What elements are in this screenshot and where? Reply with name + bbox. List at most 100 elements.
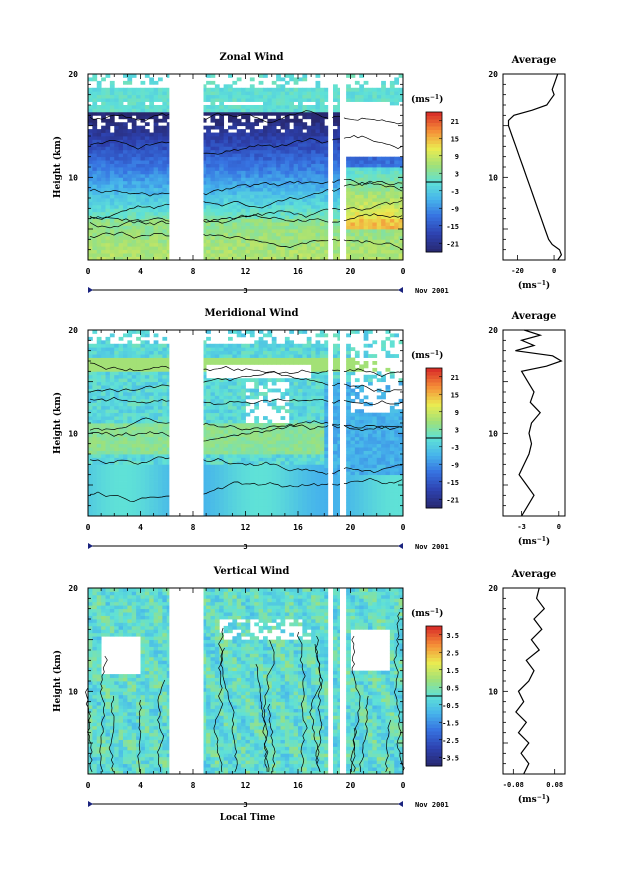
contour-line [262,639,275,773]
day-label: 3 [243,801,247,809]
colorbar-segment [426,371,442,376]
colorbar-segment [426,633,442,637]
colorbar-segment [426,752,442,756]
colorbar-segment [426,154,442,158]
x-tick-label: 8 [191,523,196,532]
colorbar-segment [426,129,442,134]
colorbar-tick-label: -21 [446,240,459,248]
profile-title: Average [511,569,557,580]
average-profile: Average 10 20 -0.08 0.08 (ms−1) [488,569,566,805]
colorbar-segment [426,469,442,474]
profile-x-tick-label: 0 [557,523,561,531]
contour-line [315,635,323,773]
colorbar-segment [426,399,442,404]
colorbar-tick-label: 0.5 [446,684,459,692]
contour-line [89,456,403,475]
colorbar-segment [426,745,442,749]
contour-line [89,396,403,406]
data-gap [340,330,344,516]
colorbar-segment [426,133,442,137]
colorbar-segment [426,206,442,211]
colorbar-segment [426,224,442,228]
contour-line [157,679,166,773]
y-tick-label: 20 [68,584,78,593]
colorbar-segment [426,497,442,502]
colorbar: 3.5 2.5 1.5 0.5 -0.5 -1.5 -2.5 -3.5 (ms−1) [411,608,459,767]
profile-title: Average [511,55,557,66]
colorbar-segment [426,678,442,683]
contour-line [255,663,270,773]
colorbar-segment [426,738,442,742]
colorbar-segment [426,375,442,379]
y-axis-label: Height (km) [52,392,63,454]
colorbar-segment [426,731,442,735]
profile-x-tick-label: -20 [511,267,524,275]
data-gap [340,588,344,774]
colorbar-segment [426,741,442,746]
colorbar-segment [426,452,442,456]
colorbar-segment [426,115,442,120]
colorbar-segment [426,504,442,509]
y-tick-label: 20 [68,326,78,335]
colorbar-segment [426,385,442,390]
colorbar-segment [426,396,442,400]
colorbar-segment [426,241,442,246]
colorbar-segment [426,406,442,411]
x-tick-label: 8 [191,781,196,790]
contour-line [89,110,403,125]
colorbar-segment [426,657,442,662]
colorbar-segment [426,368,442,372]
x-tick-label: 0 [86,267,91,276]
colorbar-segment [426,248,442,253]
colorbar-tick-label: -9 [451,205,459,213]
colorbar-segment [426,466,442,470]
day-bar-right-arrow [398,801,403,807]
colorbar-segment [426,126,442,130]
colorbar-segment [426,171,442,176]
profile-line [515,587,546,775]
colorbar-segment [426,220,442,225]
day-label: 3 [243,287,247,295]
colorbar-segment [426,119,442,123]
colorbar-segment [426,140,442,144]
data-gap [169,588,204,774]
colorbar-segment [426,685,442,690]
colorbar-segment [426,427,442,432]
colorbar-segment [426,164,442,169]
x-tick-label: 16 [293,267,303,276]
colorbar-segment [426,734,442,739]
x-tick-label: 0 [86,781,91,790]
colorbar-segment [426,389,442,393]
contour-line [108,696,115,773]
profile-line [507,73,563,261]
x-tick-label: 4 [138,267,143,276]
day-bar-left-arrow [88,287,93,293]
x-tick-label: 0 [401,781,406,790]
x-tick-label: 16 [293,523,303,532]
colorbar-segment [426,643,442,648]
colorbar-segment [426,473,442,477]
colorbar-segment [426,420,442,425]
colorbar-segment [426,490,442,495]
x-tick-label: 0 [86,523,91,532]
colorbar-tick-label: 3 [455,170,459,178]
x-tick-label: 12 [241,523,251,532]
colorbar-segment [426,710,442,714]
day-bar-right-arrow [398,543,403,549]
x-tick-label: 4 [138,781,143,790]
colorbar-segment [426,210,442,214]
profile-title: Average [511,311,557,322]
colorbar-tick-label: 2.5 [446,649,459,657]
colorbar-tick-label: 1.5 [446,667,459,675]
colorbar-segment [426,717,442,721]
colorbar-segment [426,417,442,421]
colorbar-segment [426,234,442,239]
colorbar-tick-label: -3 [451,188,459,196]
colorbar-segment [426,448,442,453]
y-tick-label: 10 [68,687,78,696]
colorbar-segment [426,392,442,397]
colorbar-tick-label: -0.5 [442,702,459,710]
contour-line [85,687,93,773]
colorbar-segment [426,647,442,651]
colorbar-segment [426,675,442,679]
